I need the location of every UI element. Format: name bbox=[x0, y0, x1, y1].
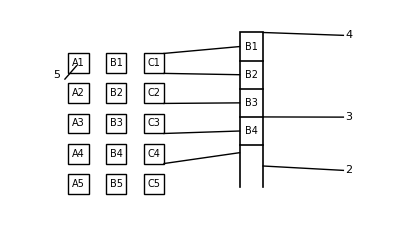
Text: A5: A5 bbox=[72, 179, 85, 189]
Text: B2: B2 bbox=[109, 88, 122, 99]
FancyBboxPatch shape bbox=[106, 53, 126, 73]
FancyBboxPatch shape bbox=[143, 114, 164, 133]
Text: B3: B3 bbox=[109, 119, 122, 128]
FancyBboxPatch shape bbox=[68, 144, 88, 164]
Text: B5: B5 bbox=[109, 179, 122, 189]
Text: B4: B4 bbox=[109, 148, 122, 159]
Text: C2: C2 bbox=[147, 88, 160, 99]
Text: B1: B1 bbox=[109, 58, 122, 68]
Text: 4: 4 bbox=[344, 30, 351, 40]
Text: 2: 2 bbox=[344, 165, 351, 175]
Text: A3: A3 bbox=[72, 119, 85, 128]
FancyBboxPatch shape bbox=[68, 174, 88, 194]
FancyBboxPatch shape bbox=[106, 114, 126, 133]
Text: B1: B1 bbox=[244, 41, 257, 52]
Text: B4: B4 bbox=[244, 126, 257, 136]
Text: A2: A2 bbox=[72, 88, 85, 99]
Text: 5: 5 bbox=[53, 70, 60, 80]
Text: C4: C4 bbox=[147, 148, 160, 159]
FancyBboxPatch shape bbox=[239, 33, 262, 145]
Text: A4: A4 bbox=[72, 148, 85, 159]
Text: B3: B3 bbox=[244, 98, 257, 108]
FancyBboxPatch shape bbox=[143, 144, 164, 164]
FancyBboxPatch shape bbox=[68, 53, 88, 73]
FancyBboxPatch shape bbox=[106, 174, 126, 194]
FancyBboxPatch shape bbox=[106, 83, 126, 103]
FancyBboxPatch shape bbox=[68, 114, 88, 133]
Text: A1: A1 bbox=[72, 58, 85, 68]
Text: C1: C1 bbox=[147, 58, 160, 68]
Text: B2: B2 bbox=[244, 70, 257, 80]
FancyBboxPatch shape bbox=[106, 144, 126, 164]
Text: C3: C3 bbox=[147, 119, 160, 128]
FancyBboxPatch shape bbox=[143, 174, 164, 194]
FancyBboxPatch shape bbox=[68, 83, 88, 103]
FancyBboxPatch shape bbox=[143, 53, 164, 73]
Text: 3: 3 bbox=[344, 112, 351, 122]
Text: C5: C5 bbox=[147, 179, 160, 189]
FancyBboxPatch shape bbox=[143, 83, 164, 103]
